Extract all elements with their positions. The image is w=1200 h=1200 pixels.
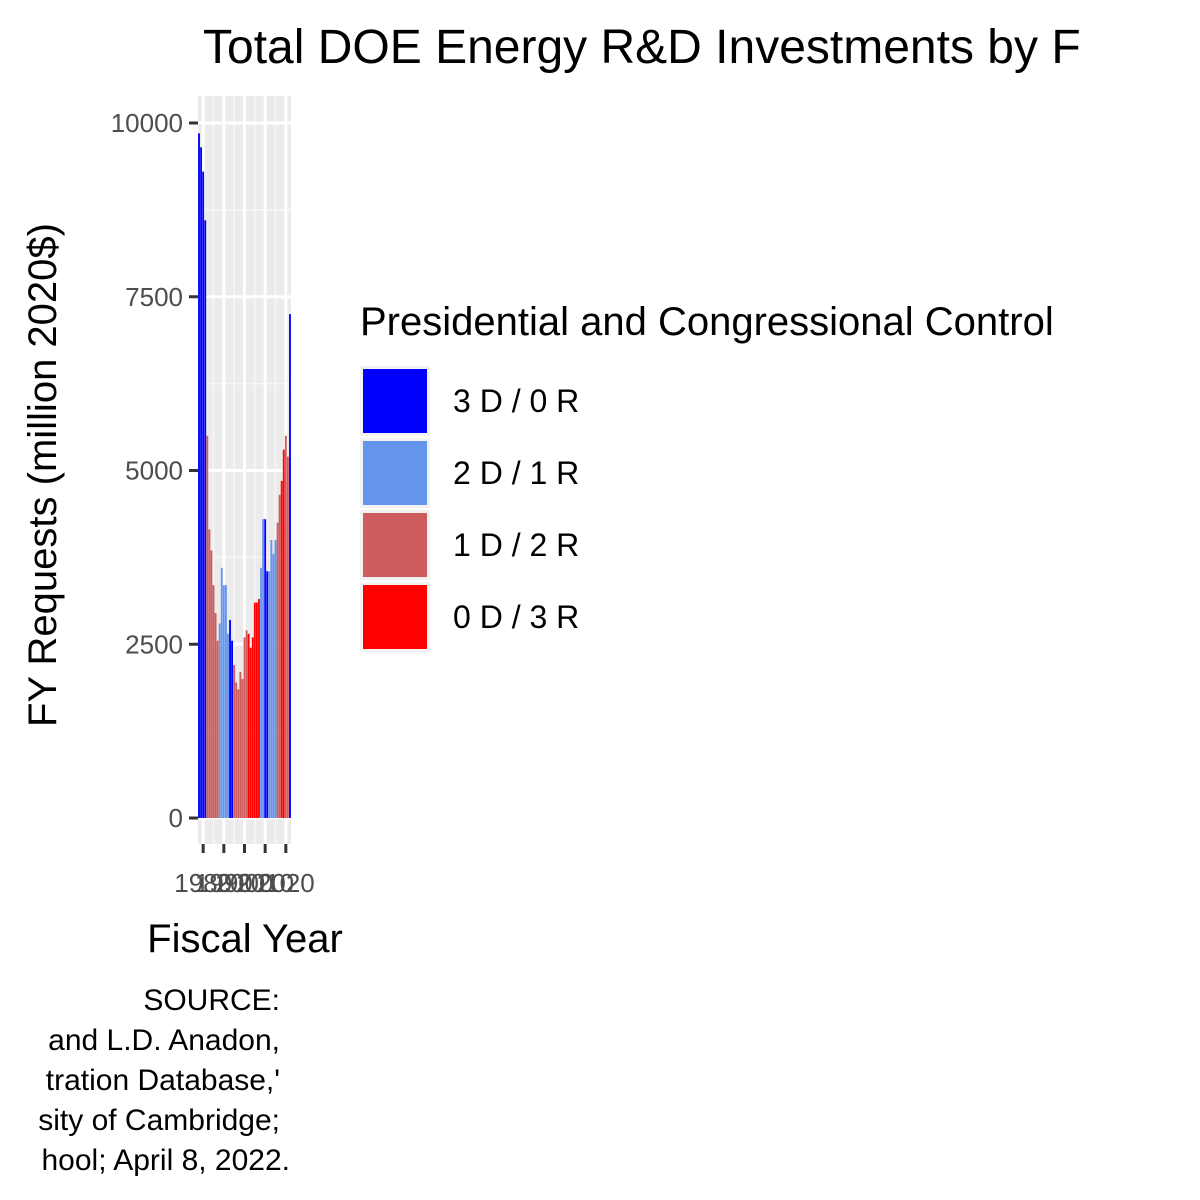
legend-swatch <box>363 441 427 505</box>
legend-label: 3 D / 0 R <box>453 383 579 419</box>
bar-1987 <box>216 640 219 818</box>
bar-2006 <box>255 602 258 818</box>
bar-2003 <box>249 647 252 818</box>
bar-1986 <box>214 612 217 818</box>
bar-2013 <box>270 540 273 818</box>
y-axis: 0 2500 5000 7500 10000 <box>111 108 198 833</box>
bar-1992 <box>227 633 229 818</box>
caption-line: and L.D. Anadon, <box>48 1024 280 1057</box>
source-caption: SOURCE: and L.D. Anadon, tration Database,… <box>38 984 290 1177</box>
caption-line: SOURCE: <box>143 984 280 1017</box>
caption-line: sity of Cambridge; <box>38 1104 280 1137</box>
bar-1997 <box>237 689 240 818</box>
bar-2004 <box>251 637 254 818</box>
bar-1982 <box>206 435 209 818</box>
bar-2001 <box>245 630 248 818</box>
bar-1985 <box>212 585 215 818</box>
y-tick-label: 7500 <box>125 282 183 312</box>
bar-1999 <box>241 679 244 818</box>
x-axis-title: Fiscal Year <box>147 917 343 961</box>
legend: Presidential and Congressional Control 3… <box>360 300 1054 652</box>
bar-2008 <box>260 567 262 818</box>
bar-2011 <box>266 571 269 818</box>
bar-2021 <box>286 456 289 818</box>
bar-2015 <box>274 540 277 818</box>
bar-2019 <box>282 449 285 818</box>
bar-1988 <box>218 623 221 818</box>
bar-1990 <box>222 585 225 818</box>
bar-2010 <box>264 519 267 818</box>
bar-2014 <box>272 553 275 818</box>
y-tick-label: 0 <box>169 803 183 833</box>
x-tick-label: 2010 <box>236 868 294 898</box>
bar-2002 <box>247 633 250 818</box>
bar-1980 <box>202 171 205 818</box>
chart-title: Total DOE Energy R&D Investments by F <box>203 21 1081 74</box>
x-tick-label: 1980 <box>174 868 232 898</box>
bar-2017 <box>278 494 281 818</box>
x-tick-label: 2000 <box>216 868 274 898</box>
bar-2009 <box>262 519 265 818</box>
x-tick-label: 1990 <box>195 868 253 898</box>
y-axis-title: FY Requests (million 2020$) <box>21 223 65 727</box>
bar-1995 <box>233 665 236 818</box>
legend-label: 1 D / 2 R <box>453 527 579 563</box>
bar-2000 <box>243 637 246 818</box>
bar-2005 <box>253 602 256 818</box>
caption-line: tration Database,' <box>46 1064 280 1097</box>
bar-1993 <box>229 619 231 818</box>
bar-2020 <box>284 435 287 818</box>
bar-1978 <box>198 133 200 819</box>
legend-swatch <box>363 513 427 577</box>
y-tick-label: 2500 <box>125 629 183 659</box>
x-tick-label: 2020 <box>257 868 315 898</box>
bar-2018 <box>280 480 283 818</box>
bar-1989 <box>220 567 223 818</box>
bar-1983 <box>208 529 211 818</box>
legend-swatch <box>363 369 427 433</box>
legend-label: 0 D / 3 R <box>453 599 579 635</box>
bar-1991 <box>224 585 227 818</box>
bars <box>198 133 291 819</box>
caption-line: hool; April 8, 2022. <box>41 1144 290 1177</box>
bar-1981 <box>204 220 207 819</box>
bar-2022 <box>289 314 291 818</box>
bar-1998 <box>239 672 242 818</box>
legend-title: Presidential and Congressional Control <box>360 300 1054 344</box>
bar-2012 <box>268 571 271 818</box>
y-tick-label: 10000 <box>111 108 183 138</box>
bar-2007 <box>258 599 260 818</box>
bar-1996 <box>235 682 238 818</box>
bar-2016 <box>276 522 279 819</box>
legend-label: 2 D / 1 R <box>453 455 579 491</box>
legend-swatch <box>363 585 427 649</box>
bar-1979 <box>200 147 203 818</box>
bar-1984 <box>210 550 213 818</box>
bar-1994 <box>231 640 234 818</box>
y-tick-label: 5000 <box>125 456 183 486</box>
